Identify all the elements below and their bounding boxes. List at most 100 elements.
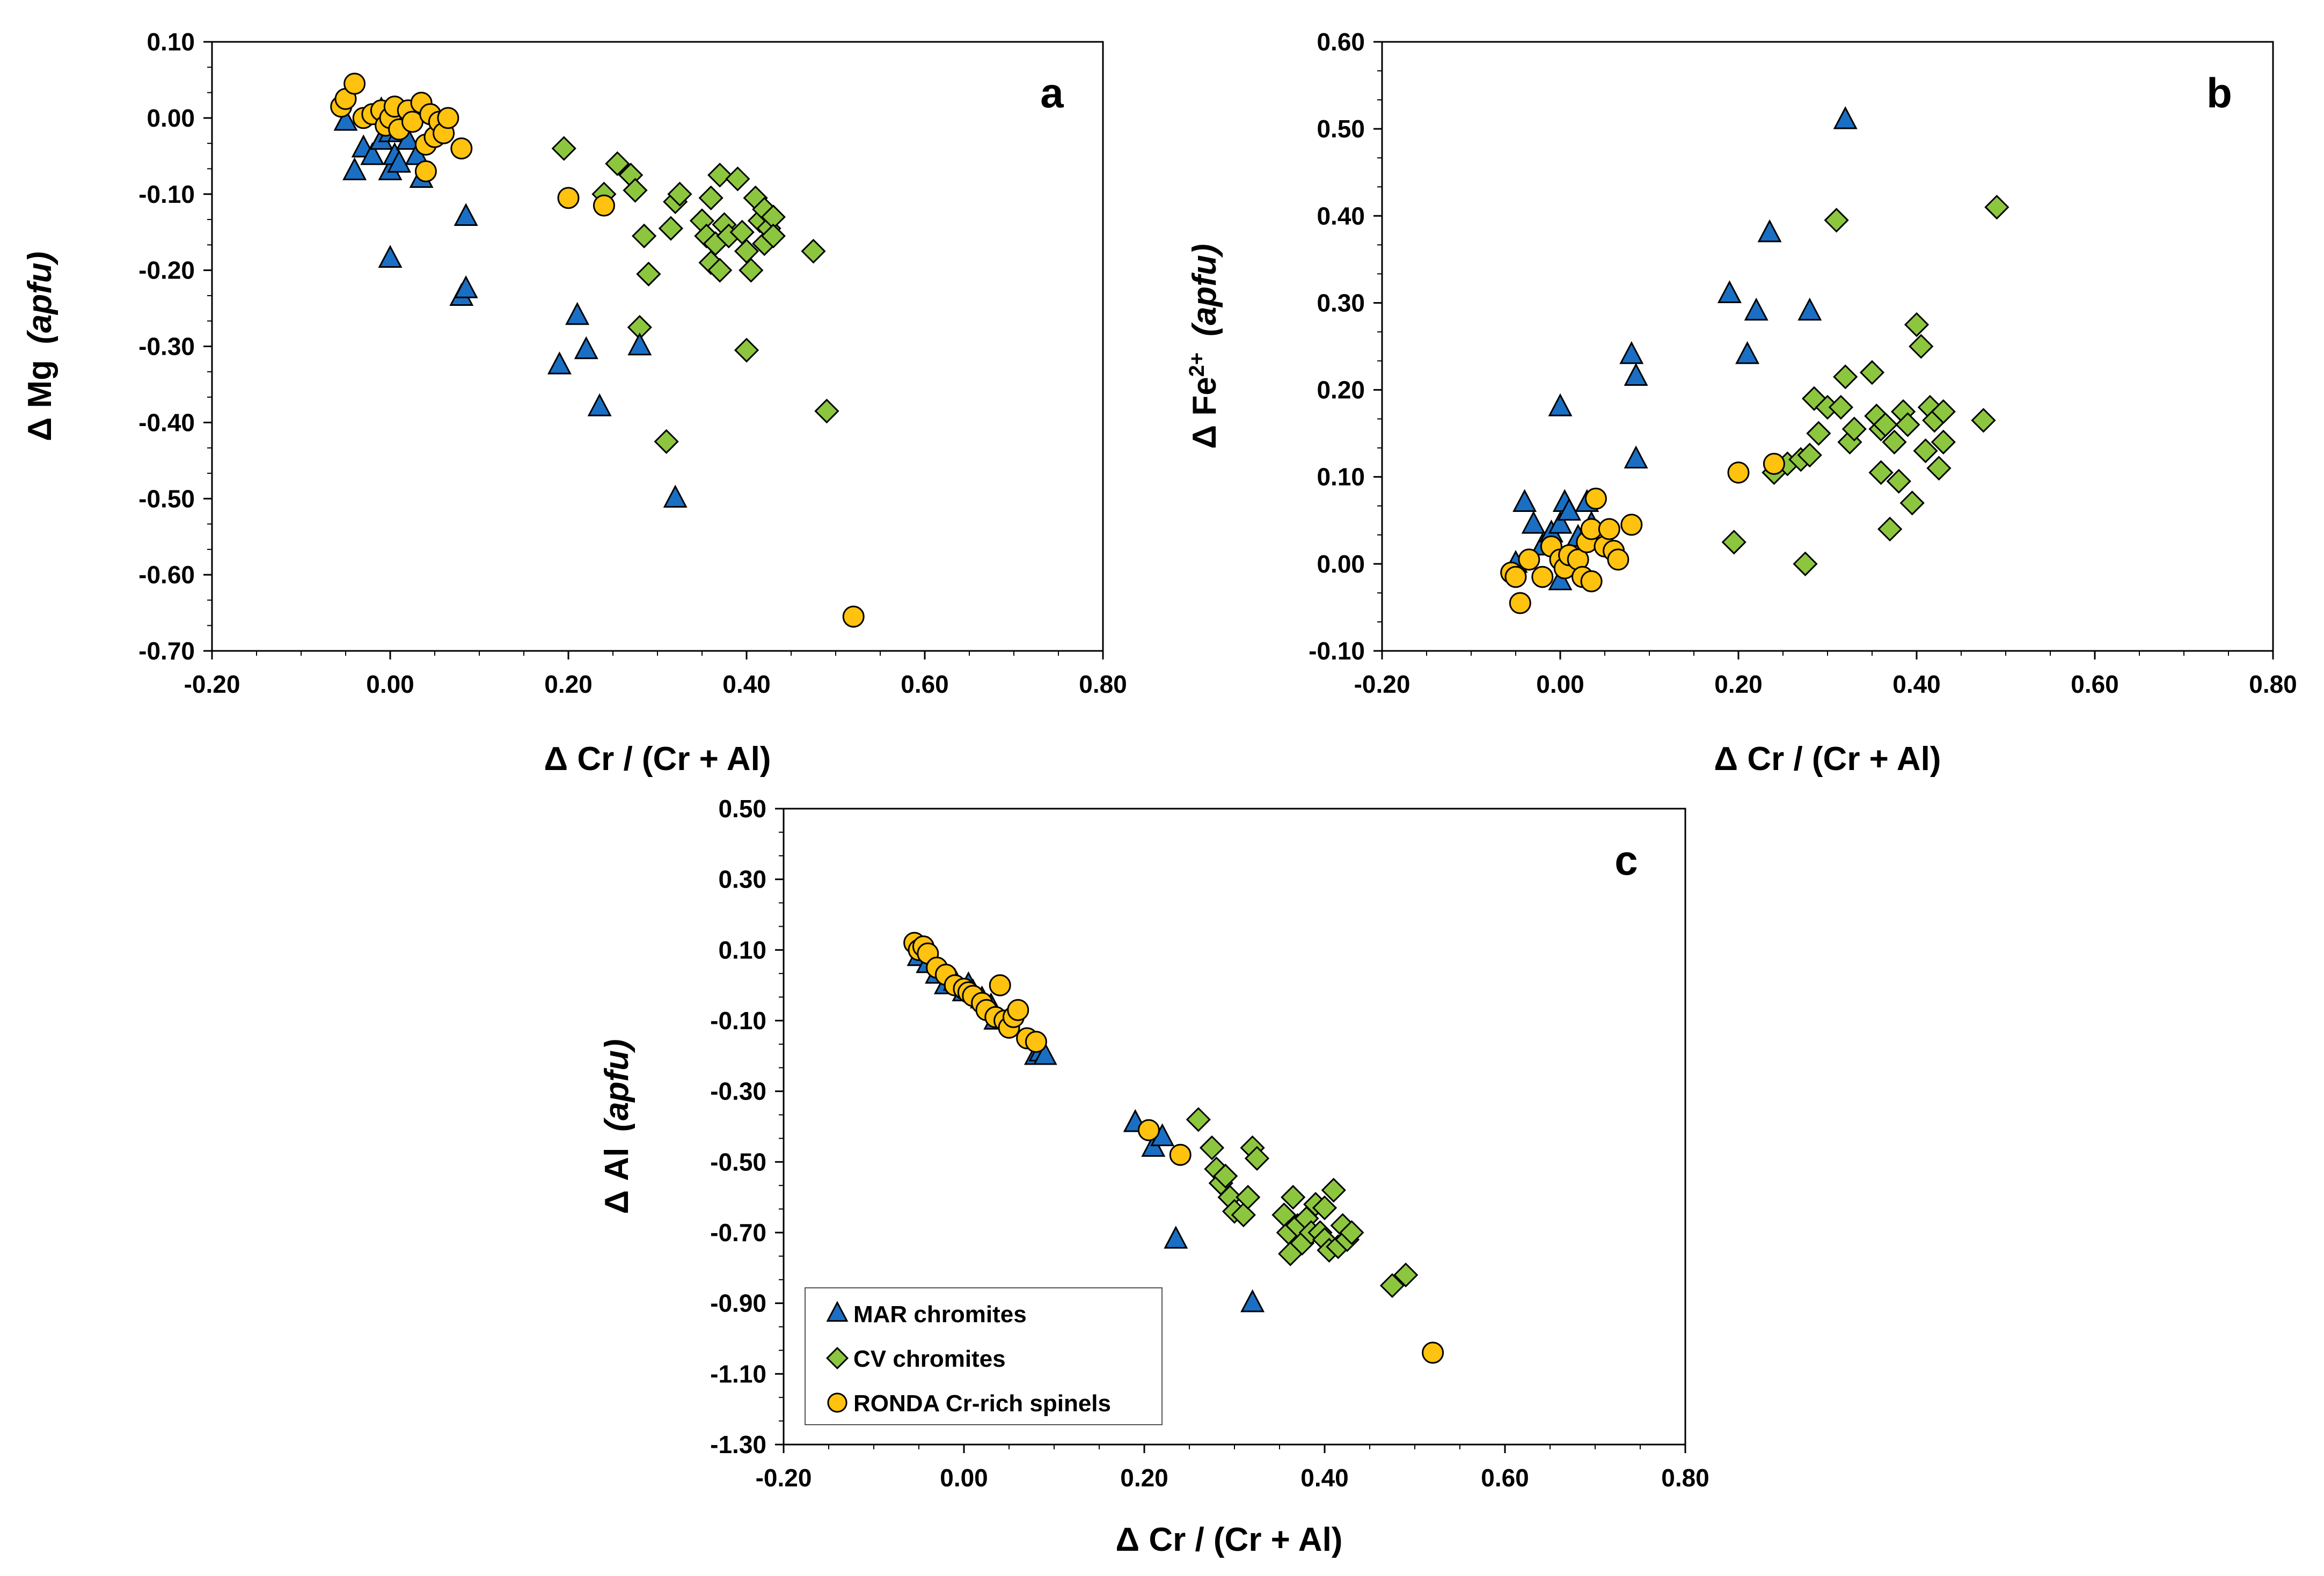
legend-marker-mar bbox=[826, 1301, 849, 1322]
data-point-ronda bbox=[1509, 592, 1531, 614]
data-point-ronda bbox=[842, 605, 865, 628]
legend-label-ronda: RONDA Cr-rich spinels bbox=[853, 1390, 1111, 1417]
data-point-ronda bbox=[450, 137, 473, 160]
x-tick-label: 0.00 bbox=[366, 670, 414, 698]
data-point-mar bbox=[565, 302, 590, 325]
data-point-cv bbox=[654, 429, 679, 454]
y-tick-label: -0.90 bbox=[710, 1289, 766, 1317]
data-point-ronda bbox=[437, 107, 459, 129]
data-point-cv bbox=[761, 223, 786, 248]
y-tick-label: -0.10 bbox=[138, 180, 195, 208]
data-point-mar bbox=[1757, 219, 1782, 243]
x-tick-label: 0.40 bbox=[1300, 1464, 1349, 1492]
data-point-mar bbox=[574, 336, 598, 360]
data-point-cv bbox=[1931, 399, 1956, 424]
y-tick-label: -0.50 bbox=[710, 1148, 766, 1176]
x-tick-label: -0.20 bbox=[184, 670, 240, 698]
y-tick-label: -0.60 bbox=[138, 561, 195, 589]
data-point-cv bbox=[667, 181, 692, 207]
data-point-ronda bbox=[1620, 514, 1643, 536]
panel-a: -0.20 0.00 0.20 0.40 0.60 0.80 0.10 0.00 -0.10 -0… bbox=[21, 28, 1127, 778]
x-tick-label: 0.40 bbox=[1892, 670, 1941, 698]
data-point-ronda bbox=[1025, 1031, 1047, 1053]
data-point-mar bbox=[1033, 1042, 1057, 1065]
data-point-mar bbox=[547, 351, 572, 375]
y-tick-label: 0.30 bbox=[1317, 289, 1365, 317]
legend: MAR chromites CV chromites RONDA Cr-rich s… bbox=[805, 1287, 1163, 1425]
x-axis-title: Δ Cr / (Cr + Al) bbox=[544, 741, 771, 778]
data-point-ronda bbox=[1598, 518, 1620, 540]
x-tick-label: -0.20 bbox=[1354, 670, 1411, 698]
data-point-mar bbox=[1548, 393, 1573, 416]
data-point-ronda bbox=[1137, 1119, 1160, 1141]
data-point-mar bbox=[1240, 1289, 1265, 1313]
y-tick-label: 0.50 bbox=[718, 795, 766, 823]
y-tick-label: -0.40 bbox=[138, 408, 195, 436]
series-mar bbox=[1503, 106, 1858, 590]
x-tick-label: 0.80 bbox=[1079, 670, 1127, 698]
y-tick-label: -0.30 bbox=[710, 1077, 766, 1105]
data-point-cv bbox=[1895, 412, 1920, 437]
series-cv bbox=[1186, 1107, 1419, 1298]
data-point-cv bbox=[1833, 364, 1858, 390]
data-point-cv bbox=[1828, 394, 1854, 420]
panel-c: -0.20 0.00 0.20 0.40 0.60 0.80 0.50 0.30 0.10 -0.… bbox=[598, 795, 1709, 1558]
data-point-mar bbox=[342, 157, 367, 180]
data-point-mar bbox=[333, 107, 358, 131]
data-point-cv bbox=[1971, 408, 1996, 433]
panel-letter: c bbox=[1614, 837, 1638, 884]
y-tick-label: 0.50 bbox=[1317, 115, 1365, 143]
data-point-cv bbox=[1909, 334, 1934, 359]
y-tick-label: -1.10 bbox=[710, 1360, 766, 1388]
x-axis-title: Δ Cr / (Cr + Al) bbox=[1116, 1521, 1343, 1558]
x-tick-label: 0.80 bbox=[2249, 670, 2297, 698]
y-tick-label: -1.30 bbox=[710, 1431, 766, 1458]
data-point-mar bbox=[387, 149, 412, 173]
data-point-cv bbox=[1312, 1195, 1338, 1221]
data-point-cv bbox=[623, 178, 648, 203]
data-point-ronda bbox=[1584, 487, 1607, 510]
plot-frame bbox=[211, 41, 1104, 652]
data-point-cv bbox=[631, 223, 657, 248]
data-point-cv bbox=[1904, 312, 1930, 338]
data-point-mar bbox=[1717, 280, 1742, 303]
x-tick-label: 0.40 bbox=[722, 670, 771, 698]
series-ronda bbox=[1500, 452, 1785, 614]
data-point-cv bbox=[707, 258, 733, 283]
data-point-mar bbox=[1512, 489, 1537, 512]
series-cv bbox=[551, 136, 839, 454]
x-tick-label: 0.80 bbox=[1661, 1464, 1709, 1492]
y-tick-label: 0.60 bbox=[1317, 28, 1365, 56]
y-tick-label: -0.30 bbox=[138, 333, 195, 361]
data-point-mar bbox=[1624, 363, 1648, 386]
data-point-mar bbox=[1744, 297, 1768, 321]
series-cv bbox=[1721, 194, 2009, 576]
data-point-cv bbox=[1281, 1185, 1306, 1210]
data-point-cv bbox=[801, 239, 826, 264]
data-point-ronda bbox=[1518, 548, 1540, 571]
y-tick-label: -0.70 bbox=[710, 1219, 766, 1247]
data-point-cv bbox=[739, 258, 764, 283]
data-point-cv bbox=[1859, 360, 1885, 385]
panel-letter: a bbox=[1040, 69, 1064, 116]
legend-marker-cv bbox=[825, 1346, 849, 1370]
y-tick-label: 0.10 bbox=[147, 28, 195, 56]
data-point-cv bbox=[1882, 429, 1907, 455]
x-tick-label: 0.00 bbox=[940, 1464, 988, 1492]
y-tick-label: 0.10 bbox=[1317, 463, 1365, 491]
data-point-mar bbox=[1624, 445, 1648, 468]
x-tick-label: 0.60 bbox=[1481, 1464, 1529, 1492]
x-tick-label: 0.60 bbox=[2071, 670, 2119, 698]
data-point-cv bbox=[814, 398, 839, 424]
legend-marker-ronda bbox=[827, 1392, 847, 1413]
x-tick-label: -0.20 bbox=[756, 1464, 812, 1492]
data-point-mar bbox=[1548, 567, 1573, 590]
data-point-cv bbox=[605, 151, 630, 177]
y-tick-label: 0.20 bbox=[1317, 376, 1365, 404]
data-point-cv bbox=[1793, 551, 1818, 576]
data-point-ronda bbox=[1007, 999, 1029, 1021]
data-point-cv bbox=[1877, 516, 1903, 542]
y-tick-label: -0.20 bbox=[138, 256, 195, 284]
legend-label-mar: MAR chromites bbox=[853, 1301, 1027, 1328]
